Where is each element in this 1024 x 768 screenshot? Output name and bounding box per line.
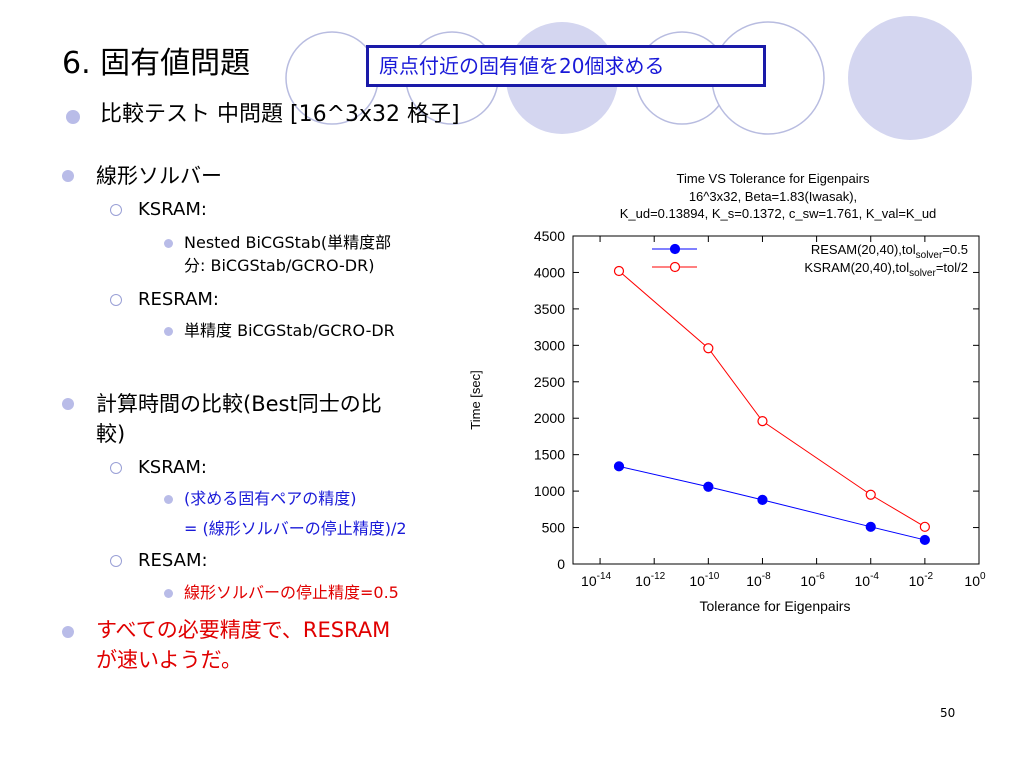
x-tick-label: 10-12	[635, 571, 665, 589]
item-compare-line2: 較)	[96, 422, 126, 446]
y-tick-label: 2500	[534, 374, 565, 390]
y-tick-label: 3000	[534, 337, 565, 353]
x-tick-label: 10-8	[746, 571, 771, 589]
y-tick-label: 2000	[534, 410, 565, 426]
item-solver: 線形ソルバー	[96, 164, 222, 188]
ksram-detail-line2: 分: BiCGStab/GCRO-DR)	[184, 256, 375, 275]
callout-box: 原点付近の固有値を20個求める	[366, 45, 766, 87]
data-point	[865, 521, 876, 532]
x-axis-label: Tolerance for Eigenpairs	[700, 598, 851, 614]
data-point	[703, 481, 714, 492]
y-tick-label: 1500	[534, 447, 565, 463]
chart-subtitle-1: 16^3x32, Beta=1.83(Iwasak),	[689, 189, 857, 204]
item-ksram-2: KSRAM:	[138, 457, 207, 478]
decor-disc-2	[848, 16, 972, 140]
page-number: 50	[940, 706, 956, 720]
y-tick-label: 1000	[534, 483, 565, 499]
sub-sub-bullet	[164, 239, 173, 248]
conclusion-line2: が速いようだ。	[96, 648, 242, 672]
item-compare-line1: 計算時間の比較(Best同士の比	[96, 392, 382, 416]
data-point	[613, 461, 625, 472]
y-tick-label: 0	[557, 556, 565, 572]
chart-subtitle-2: K_ud=0.13894, K_s=0.1372, c_sw=1.761, K_…	[620, 206, 937, 221]
legend-marker	[669, 261, 681, 273]
bullet-dot	[62, 626, 74, 638]
legend-entry: RESAM(20,40),tolsolver=0.5	[811, 242, 968, 261]
ksram-detail-line1: Nested BiCGStab(単精度部	[184, 233, 392, 252]
x-tick-label: 10-14	[581, 571, 611, 589]
resam2-detail: 線形ソルバーの停止精度=0.5	[184, 583, 399, 602]
data-point	[703, 343, 714, 354]
bullet-dot	[62, 170, 74, 182]
sub-bullet-ring	[110, 462, 122, 474]
y-tick-label: 3500	[534, 301, 565, 317]
x-tick-label: 10-6	[800, 571, 825, 589]
chart-title: Time VS Tolerance for Eigenpairs	[677, 171, 870, 186]
slide-subtitle: 比較テスト 中問題 [16^3x32 格子]	[100, 102, 460, 127]
y-axis-label: Time [sec]	[468, 370, 483, 429]
sub-sub-bullet	[164, 495, 173, 504]
item-resram: RESRAM:	[138, 289, 219, 310]
item-resam-2: RESAM:	[138, 550, 208, 571]
sub-bullet-ring	[110, 294, 122, 306]
data-point	[865, 489, 876, 500]
bullet-dot	[62, 398, 74, 410]
data-point	[757, 416, 768, 427]
x-tick-label: 100	[964, 571, 986, 589]
sub-bullet-ring	[110, 555, 122, 567]
bullet-dot	[66, 110, 80, 124]
y-tick-label: 4000	[534, 264, 565, 280]
sub-bullet-ring	[110, 204, 122, 216]
x-tick-label: 10-10	[689, 571, 719, 589]
slide-title: 6. 固有値問題	[62, 46, 251, 81]
x-tick-label: 10-2	[909, 571, 934, 589]
item-ksram: KSRAM:	[138, 199, 207, 220]
x-tick-label: 10-4	[854, 571, 879, 589]
data-point	[757, 494, 768, 505]
ksram2-detail-line1: (求める固有ペアの精度)	[184, 489, 357, 508]
y-tick-label: 4500	[534, 228, 565, 244]
ksram2-detail-line2: = (線形ソルバーの停止精度)/2	[184, 519, 407, 538]
resram-detail: 単精度 BiCGStab/GCRO-DR	[184, 321, 395, 340]
y-tick-label: 500	[542, 520, 566, 536]
sub-sub-bullet	[164, 589, 173, 598]
legend-entry: KSRAM(20,40),tolsolver=tol/2	[804, 260, 968, 279]
data-point	[919, 534, 930, 546]
conclusion-line1: すべての必要精度で、RESRAM	[96, 618, 391, 642]
data-point	[613, 265, 625, 277]
plot-frame	[572, 235, 980, 565]
data-point	[919, 521, 930, 532]
sub-sub-bullet	[164, 327, 173, 336]
legend-marker	[669, 243, 681, 255]
